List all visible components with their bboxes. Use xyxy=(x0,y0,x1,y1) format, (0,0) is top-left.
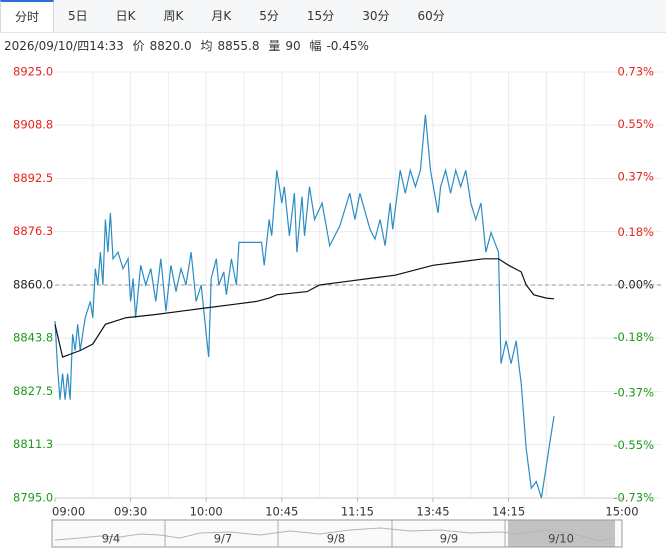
navigator-label: 9/10 xyxy=(548,532,574,546)
info-line: 2026/09/10/四14:33 价 8820.0 均 8855.8 量 90 幅-… xyxy=(4,37,374,54)
y2-tick-label: -0.55% xyxy=(613,438,654,452)
y-tick-label: 8908.8 xyxy=(13,118,53,132)
tab[interactable]: 月K xyxy=(211,9,232,23)
info-value: 8820.0 xyxy=(149,39,192,53)
y2-tick-label: -0.37% xyxy=(613,385,654,399)
y2-tick-label: -0.18% xyxy=(613,330,654,344)
navigator-label: 9/7 xyxy=(214,532,233,546)
navigator-label: 9/9 xyxy=(440,532,459,546)
tab[interactable]: 30分 xyxy=(362,9,390,23)
x-tick-label: 13:45 xyxy=(416,505,449,519)
tab-bar: 分时 5日 日K 周K 月K 5分 15分 30分 60分 xyxy=(0,0,666,33)
y2-tick-label: 0.73% xyxy=(617,65,654,79)
x-tick-label: 10:45 xyxy=(265,505,298,519)
y-tick-label: 8811.3 xyxy=(13,437,53,451)
y2-tick-label: 0.37% xyxy=(617,170,654,184)
tab[interactable]: 5分 xyxy=(259,9,279,23)
x-tick-label: 10:00 xyxy=(190,505,223,519)
y2-tick-label: 0.55% xyxy=(617,117,654,131)
y2-tick-label: -0.73% xyxy=(613,491,654,505)
info-label: 量 xyxy=(268,39,281,53)
navigator-label: 9/4 xyxy=(102,532,121,546)
tab[interactable]: 5日 xyxy=(68,9,88,23)
y-tick-label: 8876.3 xyxy=(13,224,53,238)
y2-tick-label: 0.00% xyxy=(617,278,654,292)
y-tick-label: 8843.8 xyxy=(13,331,53,345)
navigator-label: 9/8 xyxy=(327,532,346,546)
tab[interactable]: 分时 xyxy=(0,0,55,32)
y-tick-label: 8827.5 xyxy=(13,384,53,398)
y-tick-label: 8795.0 xyxy=(13,491,53,505)
x-tick-label: 09:00 xyxy=(52,505,85,519)
average-line xyxy=(54,258,555,358)
x-tick-label: 14:15 xyxy=(492,505,525,519)
info-label: 均 xyxy=(200,39,213,53)
tab[interactable]: 60分 xyxy=(417,9,445,23)
y-tick-label: 8892.5 xyxy=(13,171,53,185)
price-line xyxy=(54,114,555,499)
x-tick-label: 15:00 xyxy=(605,505,638,519)
info-value: 8855.8 xyxy=(217,39,260,53)
info-value: 90 xyxy=(285,39,301,53)
tab[interactable]: 日K xyxy=(115,9,136,23)
navigator-line xyxy=(54,527,613,542)
x-tick-label: 11:15 xyxy=(341,505,374,519)
y-tick-label: 8925.0 xyxy=(13,65,53,79)
y-tick-label: 8860.0 xyxy=(13,278,53,292)
info-label: 价 xyxy=(132,39,145,53)
info-label: 幅 xyxy=(309,39,322,53)
info-value: -0.45% xyxy=(326,39,369,53)
y2-tick-label: 0.18% xyxy=(617,225,654,239)
tab[interactable]: 周K xyxy=(163,9,184,23)
tab[interactable]: 15分 xyxy=(306,9,335,23)
info-time: 2026/09/10/四14:33 xyxy=(4,39,124,53)
x-tick-label: 09:30 xyxy=(114,505,147,519)
